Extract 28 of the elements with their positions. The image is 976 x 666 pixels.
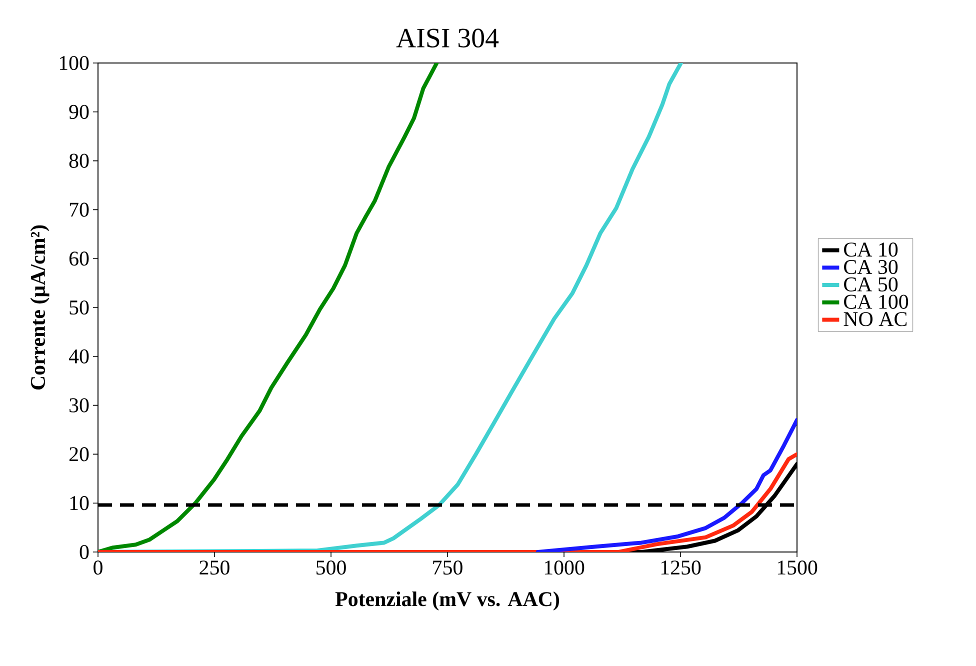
legend-label: CA 30 xyxy=(844,260,898,274)
legend-label: NO AC xyxy=(844,312,907,326)
x-tick-label: 750 xyxy=(433,560,462,575)
y-tick-label: 30 xyxy=(70,398,89,412)
x-tick-label: 250 xyxy=(200,560,230,575)
y-tick-label: 100 xyxy=(60,56,89,70)
x-tick-label: 0 xyxy=(94,560,102,575)
x-tick-label: 500 xyxy=(316,560,346,575)
x-tick-label: 1500 xyxy=(778,560,818,575)
y-tick-label: 70 xyxy=(70,202,89,217)
x-axis-title: Potenziale (mV vs. AAC) xyxy=(335,591,559,610)
y-tick-label: 80 xyxy=(69,154,89,168)
y-tick-label: 50 xyxy=(70,300,89,315)
legend-label: CA 50 xyxy=(844,277,898,292)
y-tick-label: 90 xyxy=(69,104,89,119)
x-tick-label: 1000 xyxy=(544,560,584,575)
legend-label: CA 100 xyxy=(844,294,908,309)
legend-label: CA 10 xyxy=(844,242,898,257)
y-tick-label: 0 xyxy=(80,544,89,560)
x-tick-label: 1250 xyxy=(661,560,701,575)
y-tick-label: 40 xyxy=(68,349,89,364)
line-series xyxy=(536,418,798,552)
line-series xyxy=(98,62,439,552)
y-axis-title: Corrente (µA/cm²) xyxy=(30,225,50,390)
y-tick-label: 20 xyxy=(69,447,89,462)
chart-title: AISI 304 xyxy=(396,28,499,48)
y-tick-label: 60 xyxy=(69,252,89,266)
y-tick-label: 10 xyxy=(70,496,89,510)
